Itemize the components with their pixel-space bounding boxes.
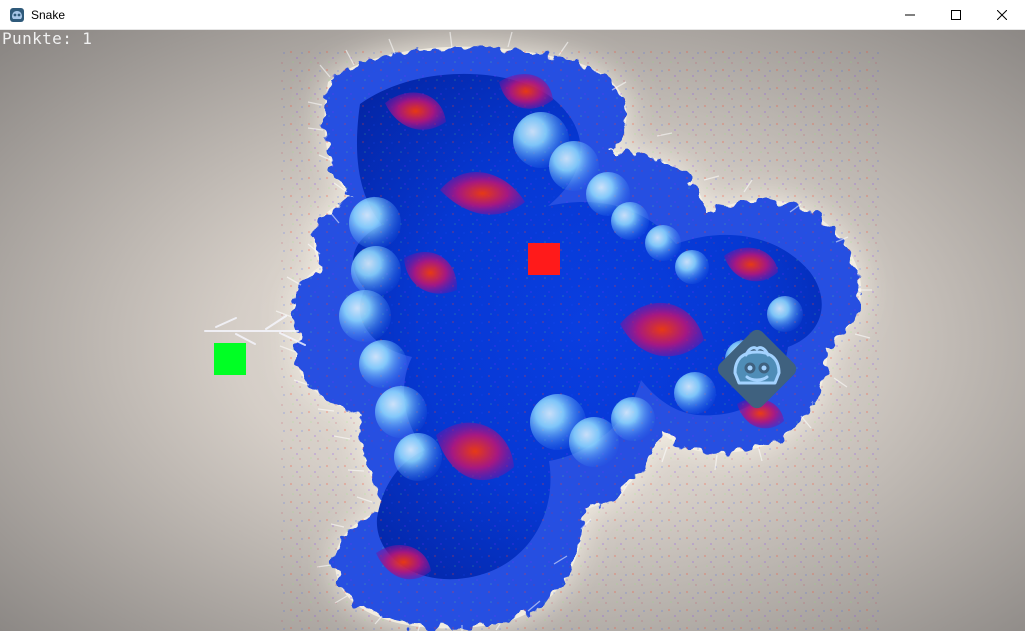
titlebar[interactable]: Snake [0,0,1025,30]
minimize-icon [905,14,915,16]
maximize-icon [951,10,961,20]
window-controls [887,0,1025,30]
game-engine-icon [10,8,24,22]
close-icon [997,10,1007,20]
game-engine-icon [733,346,781,385]
minimize-button[interactable] [887,0,933,30]
close-button[interactable] [979,0,1025,30]
food [528,243,560,275]
score-label: Punkte: 1 [2,30,93,48]
snake-head [214,343,246,375]
game-area[interactable]: Punkte: 1 [0,30,1025,631]
maximize-button[interactable] [933,0,979,30]
app-icon [9,7,25,23]
fractal-background [0,30,1025,631]
game-sprite [717,329,797,409]
window-title: Snake [31,8,66,22]
